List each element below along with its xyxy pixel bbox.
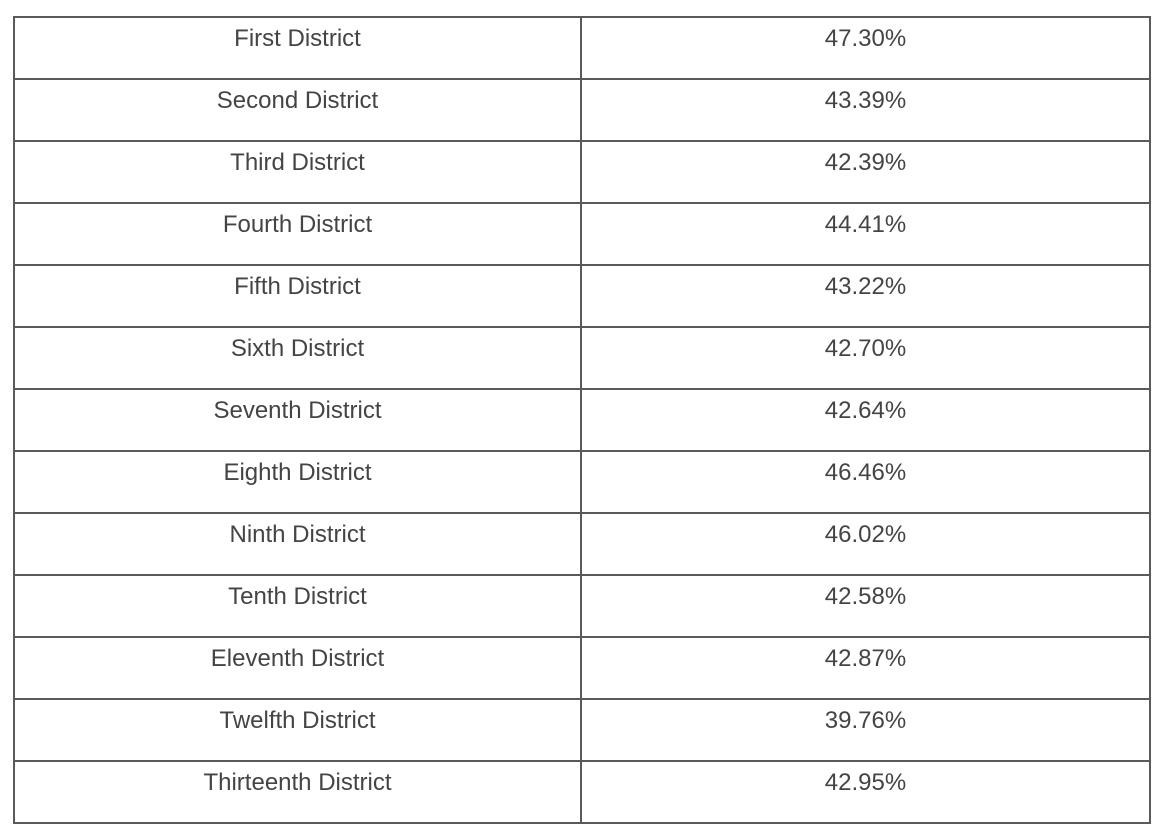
district-name: Eleventh District	[13, 636, 582, 700]
district-name: First District	[13, 16, 582, 80]
district-name: Sixth District	[13, 326, 582, 390]
table-row: Sixth District 42.70%	[13, 326, 1151, 390]
table-row: Fifth District 43.22%	[13, 264, 1151, 328]
percentage: 43.39%	[580, 78, 1151, 142]
percentage: 42.87%	[580, 636, 1151, 700]
percentage: 44.41%	[580, 202, 1151, 266]
table-row: Seventh District 42.64%	[13, 388, 1151, 452]
percentage: 47.30%	[580, 16, 1151, 80]
table-row: Fourth District 44.41%	[13, 202, 1151, 266]
table-row: Second District 43.39%	[13, 78, 1151, 142]
table-row: Third District 42.39%	[13, 140, 1151, 204]
district-table: First District 47.30% Second District 43.39…	[13, 16, 1151, 824]
percentage: 42.64%	[580, 388, 1151, 452]
district-name: Twelfth District	[13, 698, 582, 762]
district-name: Tenth District	[13, 574, 582, 638]
percentage: 42.95%	[580, 760, 1151, 824]
percentage: 39.76%	[580, 698, 1151, 762]
percentage: 43.22%	[580, 264, 1151, 328]
percentage: 42.70%	[580, 326, 1151, 390]
table-body: First District 47.30% Second District 43.39…	[13, 16, 1151, 824]
table-row: Thirteenth District 42.95%	[13, 760, 1151, 824]
percentage: 46.02%	[580, 512, 1151, 576]
percentage: 42.58%	[580, 574, 1151, 638]
district-name: Thirteenth District	[13, 760, 582, 824]
district-name: Third District	[13, 140, 582, 204]
table-row: Tenth District 42.58%	[13, 574, 1151, 638]
table-row: Eleventh District 42.87%	[13, 636, 1151, 700]
district-name: Ninth District	[13, 512, 582, 576]
percentage: 46.46%	[580, 450, 1151, 514]
district-name: Fifth District	[13, 264, 582, 328]
table-row: Eighth District 46.46%	[13, 450, 1151, 514]
district-name: Seventh District	[13, 388, 582, 452]
district-name: Eighth District	[13, 450, 582, 514]
district-name: Second District	[13, 78, 582, 142]
table-row: Twelfth District 39.76%	[13, 698, 1151, 762]
table-row: Ninth District 46.02%	[13, 512, 1151, 576]
table-row: First District 47.30%	[13, 16, 1151, 80]
district-name: Fourth District	[13, 202, 582, 266]
percentage: 42.39%	[580, 140, 1151, 204]
